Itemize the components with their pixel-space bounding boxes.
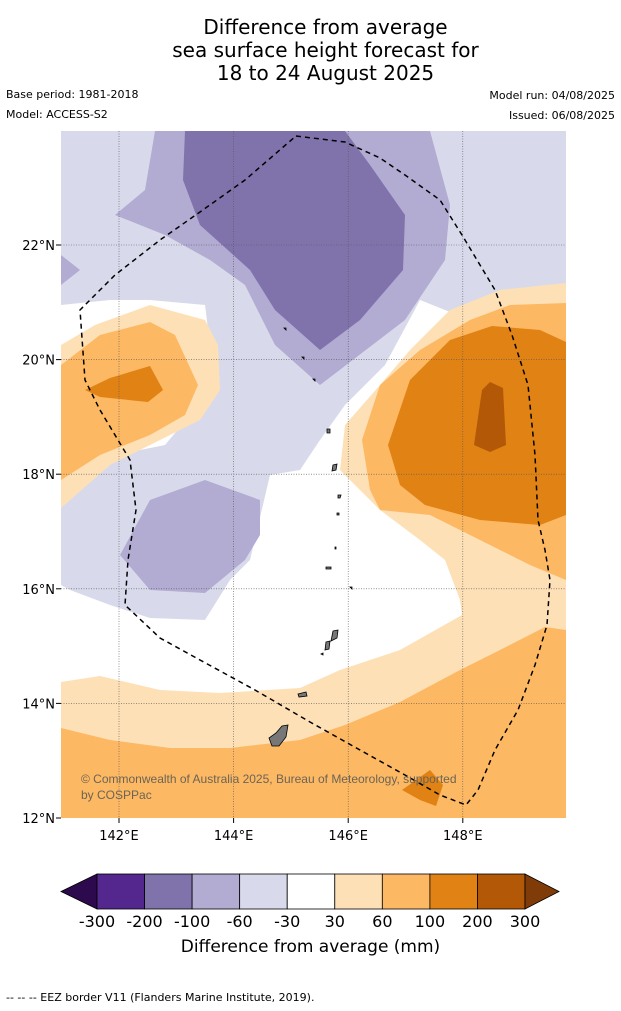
anomaly-band-neg-100-200: [183, 131, 405, 350]
copyright-line-2: by COSPPac: [81, 788, 152, 802]
colorbar-segment: [334, 873, 383, 910]
colorbar-tick-label: -30: [274, 912, 300, 931]
anomaly-band-neg-60-100-south: [120, 480, 260, 593]
colorbar: -300 -200 -100 -60 -30 30 60 100 200 300: [60, 873, 560, 931]
lon-tick-label: 148°E: [443, 829, 483, 844]
colorbar-segment: [239, 873, 288, 910]
model-label: Model: ACCESS-S2: [6, 108, 108, 121]
longitude-labels: 142°E 144°E 146°E 148°E: [99, 818, 483, 844]
anomaly-band-pos-100-200-south: [402, 770, 443, 806]
issued-label: Issued: 06/08/2025: [508, 109, 615, 122]
anomaly-band-pos-100-200-west: [85, 366, 163, 402]
lat-tick-label: 16°N: [22, 583, 55, 598]
island-alamagan: [336, 512, 340, 516]
gridlines: [61, 131, 566, 818]
colorbar-segment: [429, 873, 478, 910]
colorbar-tick-label: 60: [372, 912, 392, 931]
colorbar-tick-label: -100: [174, 912, 210, 931]
island-asuncion: [326, 428, 331, 434]
island-northeast: [349, 586, 353, 590]
lon-tick-label: 144°E: [214, 829, 254, 844]
base-period-label: Base period: 1981-2018: [6, 88, 139, 101]
island-agrihan: [331, 463, 338, 472]
island-aguijan: [320, 652, 324, 656]
colorbar-tick-label: 200: [462, 912, 493, 931]
eez-border-line: [79, 135, 551, 806]
colorbar-segment: [477, 873, 526, 910]
model-run-label: Model run: 04/08/2025: [489, 89, 615, 102]
title-line-3: 18 to 24 August 2025: [216, 61, 435, 85]
copyright-line-1: © Commonwealth of Australia 2025, Bureau…: [81, 772, 457, 786]
eez-footnote: -- -- -- EEZ border V11 (Flanders Marine…: [6, 991, 315, 1004]
title-line-2: sea surface height forecast for: [172, 38, 479, 62]
island-farallon: [301, 356, 305, 360]
title-line-1: Difference from average: [203, 15, 448, 39]
island-maug: [312, 378, 316, 382]
lon-tick-label: 146°E: [328, 829, 368, 844]
island-pagan: [337, 494, 342, 499]
island-north: [283, 327, 287, 331]
anomaly-band-pos-200-300: [474, 382, 506, 452]
island-guam: [268, 724, 289, 747]
colorbar-tick-label: 300: [510, 912, 541, 931]
colorbar-extend-high: [524, 873, 560, 910]
colorbar-tick-label: -60: [227, 912, 253, 931]
island-sarigan: [334, 546, 337, 550]
lat-tick-label: 20°N: [22, 354, 55, 369]
lat-tick-label: 12°N: [22, 812, 55, 827]
island-tinian: [324, 640, 331, 651]
latitude-labels: 22°N 20°N 18°N 16°N 14°N 12°N: [22, 239, 61, 827]
lat-tick-label: 14°N: [22, 697, 55, 712]
colorbar-segment: [191, 873, 241, 910]
anomaly-band-neg-60-100-west: [61, 255, 80, 285]
colorbar-tick-label: 30: [325, 912, 345, 931]
colorbar-segment: [96, 873, 145, 910]
anomaly-band-pos-60-100-west: [61, 322, 198, 480]
island-anatahan: [325, 566, 332, 570]
colorbar-tick-label: -200: [126, 912, 162, 931]
lat-tick-label: 22°N: [22, 239, 55, 254]
colorbar-tick-label: -300: [79, 912, 115, 931]
anomaly-band-pos-60-100-south: [61, 627, 566, 818]
colorbar-segment: [286, 873, 336, 910]
colorbar-tick-label: 100: [415, 912, 446, 931]
colorbar-segment: [144, 873, 193, 910]
island-rota: [297, 691, 308, 698]
island-saipan: [330, 629, 339, 642]
lat-tick-label: 18°N: [22, 468, 55, 483]
colorbar-label: Difference from average (mm): [180, 937, 441, 957]
colorbar-extend-low: [60, 873, 98, 910]
lon-tick-label: 142°E: [99, 829, 139, 844]
islands: [268, 327, 353, 747]
map-title: Difference from average sea surface heig…: [0, 16, 621, 85]
map-plot-area: © Commonwealth of Australia 2025, Bureau…: [61, 131, 566, 818]
colorbar-segment: [381, 873, 431, 910]
